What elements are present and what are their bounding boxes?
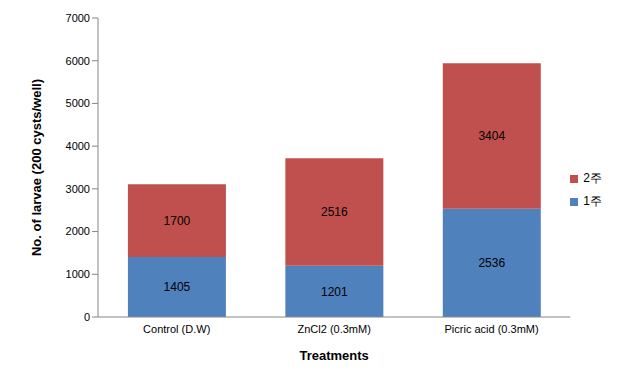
svg-text:5000: 5000 <box>66 97 90 109</box>
svg-text:ZnCl2 (0.3mM): ZnCl2 (0.3mM) <box>297 323 370 335</box>
svg-text:Control (D.W): Control (D.W) <box>143 323 210 335</box>
svg-text:Treatments: Treatments <box>299 348 368 363</box>
svg-text:2000: 2000 <box>66 225 90 237</box>
svg-text:0: 0 <box>84 311 90 323</box>
svg-text:1700: 1700 <box>164 214 191 228</box>
svg-text:1201: 1201 <box>321 285 348 299</box>
svg-text:No. of larvae (200 cysts/well): No. of larvae (200 cysts/well) <box>29 79 44 256</box>
svg-text:7000: 7000 <box>66 12 90 24</box>
html-text:2주: 2주 <box>583 171 602 185</box>
svg-text:2516: 2516 <box>321 205 348 219</box>
svg-text:6000: 6000 <box>66 55 90 67</box>
svg-text:3000: 3000 <box>66 183 90 195</box>
html-text:1주: 1주 <box>583 194 602 208</box>
svg-text:2536: 2536 <box>478 256 505 270</box>
svg-text:1405: 1405 <box>164 280 191 294</box>
svg-text:4000: 4000 <box>66 140 90 152</box>
svg-text:1000: 1000 <box>66 268 90 280</box>
svg-text:3404: 3404 <box>478 129 505 143</box>
svg-text:Picric acid (0.3mM): Picric acid (0.3mM) <box>445 323 539 335</box>
